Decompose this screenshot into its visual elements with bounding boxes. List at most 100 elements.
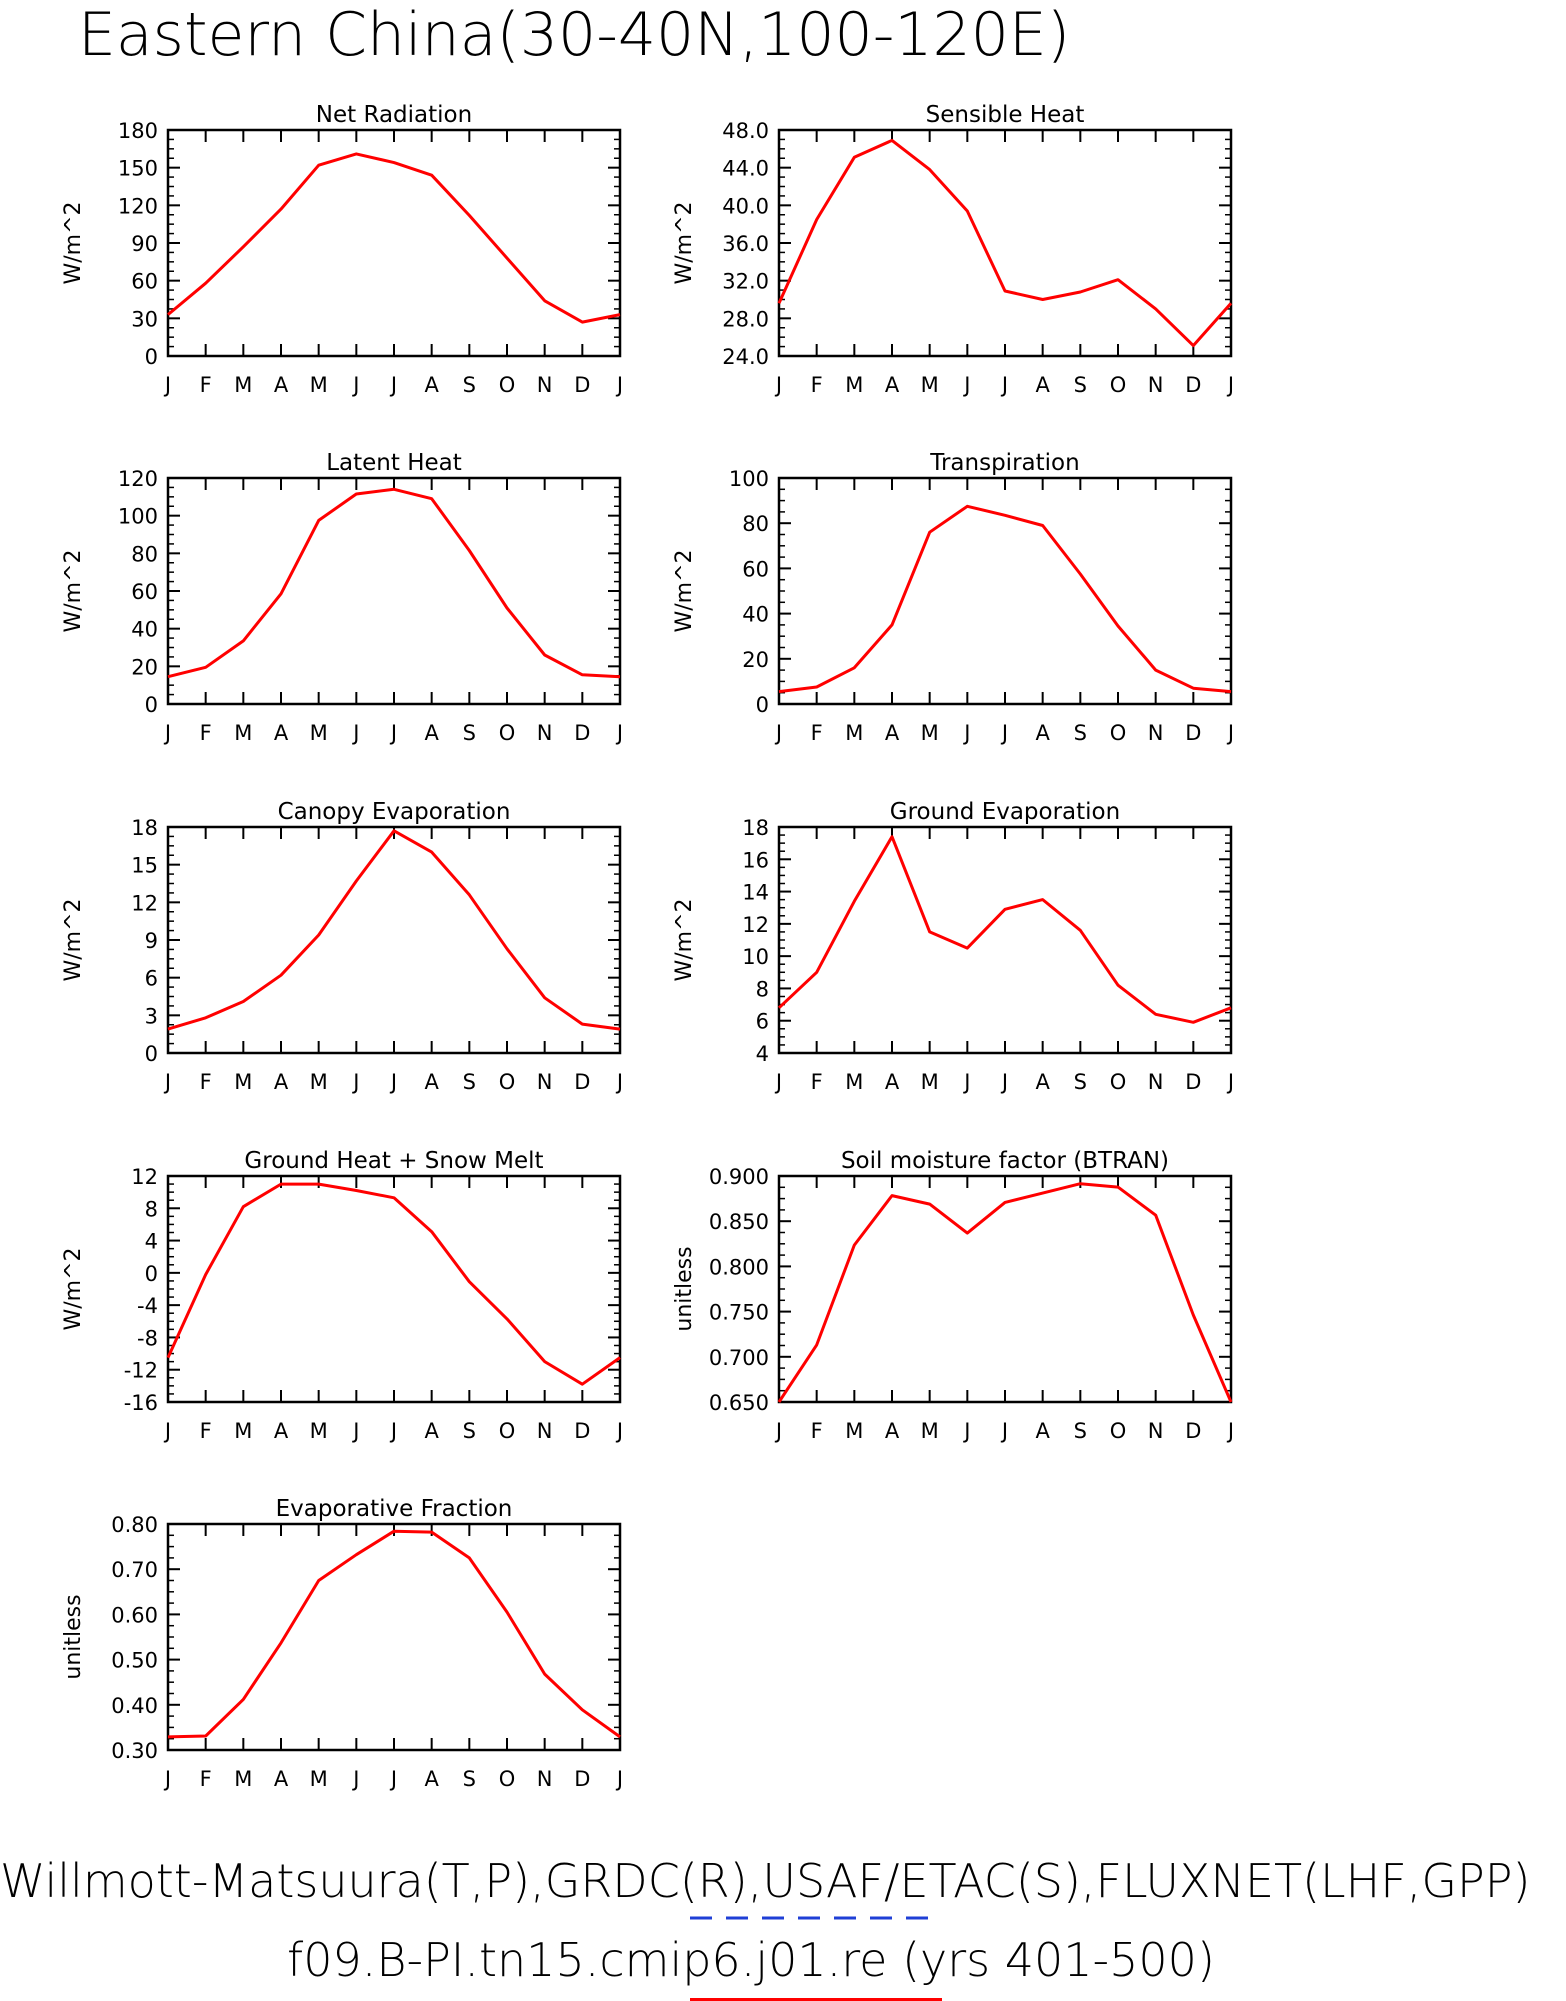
x-tick-label: F bbox=[811, 373, 823, 397]
x-tick-label: F bbox=[200, 373, 212, 397]
x-tick-label: J bbox=[351, 1767, 359, 1791]
x-tick-label: J bbox=[615, 721, 623, 745]
y-tick-label: 0.900 bbox=[709, 1165, 769, 1189]
y-axis-label: W/m^2 bbox=[672, 201, 697, 284]
y-tick-label: 8 bbox=[145, 1197, 158, 1221]
y-tick-label: 180 bbox=[118, 119, 158, 143]
x-tick-label: M bbox=[845, 1419, 863, 1443]
y-tick-label: 0.70 bbox=[111, 1558, 158, 1582]
plot-frame bbox=[166, 476, 622, 706]
y-tick-label: 10 bbox=[742, 945, 769, 969]
x-tick-label: A bbox=[885, 373, 900, 397]
x-tick-label: D bbox=[1185, 1419, 1201, 1443]
x-tick-label: J bbox=[1226, 1419, 1234, 1443]
x-tick-label: A bbox=[1035, 373, 1050, 397]
y-axis-label: W/m^2 bbox=[61, 201, 86, 284]
x-tick-label: O bbox=[1110, 1419, 1127, 1443]
x-tick-label: J bbox=[1226, 721, 1234, 745]
x-tick-label: O bbox=[499, 1419, 516, 1443]
x-tick-label: J bbox=[615, 1070, 623, 1094]
x-tick-label: A bbox=[274, 1070, 289, 1094]
x-tick-label: J bbox=[389, 1419, 397, 1443]
footer-case-line: f09.B-PI.tn15.cmip6.j01.re (yrs 401-500) bbox=[287, 1933, 1215, 1987]
x-tick-label: S bbox=[1074, 373, 1087, 397]
x-tick-label: J bbox=[774, 373, 782, 397]
y-tick-label: 40.0 bbox=[722, 194, 769, 218]
panel-title: Net Radiation bbox=[316, 102, 472, 128]
y-tick-label: 60 bbox=[742, 557, 769, 581]
x-tick-label: M bbox=[310, 1767, 328, 1791]
series-line bbox=[167, 487, 621, 679]
x-tick-label: O bbox=[499, 373, 516, 397]
y-tick-label: -8 bbox=[137, 1326, 158, 1350]
y-axis-label: W/m^2 bbox=[61, 1247, 86, 1330]
x-tick-label: D bbox=[574, 1419, 590, 1443]
y-tick-label: 32.0 bbox=[722, 270, 769, 294]
y-tick-label: 150 bbox=[118, 157, 158, 181]
y-tick-label: 120 bbox=[118, 467, 158, 491]
y-tick-label: 0.800 bbox=[709, 1255, 769, 1279]
x-tick-label: J bbox=[351, 1419, 359, 1443]
x-tick-label: J bbox=[351, 373, 359, 397]
footer-sources-line: Willmott-Matsuura(T,P),GRDC(R),USAF/ETAC… bbox=[0, 1854, 1530, 1908]
x-tick-label: A bbox=[424, 1767, 439, 1791]
x-tick-label: J bbox=[163, 1070, 171, 1094]
y-tick-label: 15 bbox=[131, 854, 158, 878]
y-tick-label: 120 bbox=[118, 194, 158, 218]
chart-panel: Sensible Heat W/m^2 24.0 28.0 32.0 36.0 40.0 44… bbox=[672, 102, 1234, 397]
y-axis-label: unitless bbox=[672, 1246, 697, 1331]
x-tick-label: J bbox=[389, 721, 397, 745]
y-tick-label: 0.40 bbox=[111, 1694, 158, 1718]
x-tick-label: J bbox=[1000, 373, 1008, 397]
y-tick-label: 4 bbox=[756, 1042, 769, 1066]
plot-frame bbox=[166, 1522, 622, 1752]
x-tick-label: M bbox=[234, 1767, 252, 1791]
series-line bbox=[167, 1529, 621, 1739]
y-tick-label: 18 bbox=[131, 816, 158, 840]
x-tick-label: J bbox=[389, 373, 397, 397]
x-tick-label: J bbox=[163, 1767, 171, 1791]
plot-frame bbox=[777, 128, 1233, 358]
y-tick-label: 44.0 bbox=[722, 157, 769, 181]
y-tick-label: 0.700 bbox=[709, 1346, 769, 1370]
x-tick-label: S bbox=[463, 721, 476, 745]
x-tick-label: J bbox=[774, 1070, 782, 1094]
x-tick-label: F bbox=[811, 1419, 823, 1443]
y-tick-label: 60 bbox=[131, 270, 158, 294]
x-tick-label: M bbox=[845, 373, 863, 397]
x-tick-label: D bbox=[1185, 721, 1201, 745]
x-tick-label: J bbox=[1226, 1070, 1234, 1094]
x-tick-label: A bbox=[274, 1767, 289, 1791]
y-tick-label: 24.0 bbox=[722, 345, 769, 369]
x-tick-label: S bbox=[463, 1070, 476, 1094]
y-axis-label: W/m^2 bbox=[672, 549, 697, 632]
x-tick-label: J bbox=[351, 1070, 359, 1094]
x-tick-label: S bbox=[1074, 721, 1087, 745]
y-tick-label: 60 bbox=[131, 580, 158, 604]
x-tick-label: N bbox=[537, 1767, 553, 1791]
x-tick-label: M bbox=[845, 1070, 863, 1094]
series-line bbox=[167, 829, 621, 1031]
x-tick-label: J bbox=[962, 1419, 970, 1443]
panel-title: Transpiration bbox=[929, 450, 1079, 476]
x-tick-label: J bbox=[1000, 721, 1008, 745]
series-line bbox=[778, 504, 1232, 694]
x-tick-label: M bbox=[310, 1419, 328, 1443]
panel-title: Canopy Evaporation bbox=[278, 799, 511, 825]
y-tick-label: 80 bbox=[131, 542, 158, 566]
figure-title: Eastern China(30-40N,100-120E) bbox=[78, 0, 1070, 70]
x-tick-label: M bbox=[234, 1070, 252, 1094]
chart-panel: Soil moisture factor (BTRAN) unitless 0.65… bbox=[672, 1148, 1234, 1443]
x-tick-label: J bbox=[1000, 1070, 1008, 1094]
x-tick-label: J bbox=[1226, 373, 1234, 397]
series-line bbox=[777, 1182, 1233, 1403]
x-tick-label: D bbox=[574, 1767, 590, 1791]
x-tick-label: J bbox=[774, 721, 782, 745]
x-tick-label: J bbox=[389, 1070, 397, 1094]
y-axis-label: W/m^2 bbox=[61, 898, 86, 981]
x-tick-label: N bbox=[537, 1419, 553, 1443]
